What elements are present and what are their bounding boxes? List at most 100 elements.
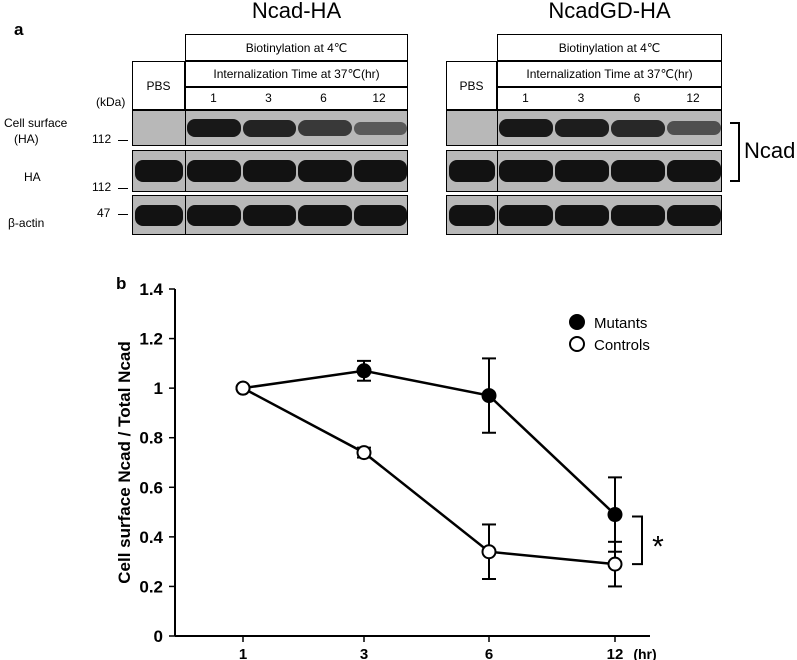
- blot2-actin-band-12: [667, 205, 721, 226]
- lane-divider: [497, 111, 498, 145]
- blot2-actin-band-3: [555, 205, 609, 226]
- blot1-actin-band-1: [187, 205, 241, 226]
- blot1-internalization-header: Internalization Time at 37℃(hr): [185, 61, 408, 87]
- blot2-ha-band-6: [611, 160, 665, 182]
- blot1-ha-band-1: [187, 160, 241, 182]
- marker-112-b: 112: [92, 180, 112, 194]
- blot1-times-row: 1 3 6 12: [185, 87, 408, 110]
- data-point-controls-3: [356, 445, 372, 461]
- blot1-cell-surface-band-6: [298, 120, 352, 136]
- blot1-pbs-label: PBS: [146, 79, 171, 93]
- panel-b-letter: b: [116, 274, 127, 293]
- blot2-time-6: 6: [633, 91, 641, 105]
- blot2-time-12: 12: [686, 91, 700, 105]
- ncad-bracket: [730, 122, 740, 182]
- y-tick-label-0: 0: [154, 627, 163, 646]
- blot2-time-3: 3: [577, 91, 585, 105]
- blot2-actin-strip: [446, 195, 722, 235]
- ncad-label: Ncad: [744, 138, 796, 163]
- blot1-cell-surface-strip: [132, 110, 408, 146]
- blot2-times-row: 1 3 6 12: [497, 87, 722, 110]
- blot1-cell-surface-band-3: [242, 120, 296, 137]
- blot1-time-3: 3: [265, 91, 272, 105]
- blot2-internalization-header: Internalization Time at 37℃(hr): [497, 61, 722, 87]
- lane-divider: [185, 111, 186, 145]
- blot1-time-1: 1: [210, 91, 217, 105]
- y-tick-label-1.2: 1.2: [139, 330, 163, 349]
- y-tick-label-0.4: 0.4: [139, 528, 163, 547]
- data-point-controls-1: [235, 380, 251, 396]
- x-tick-label-1: 1: [239, 646, 247, 660]
- blot2-ha-band-12: [667, 160, 721, 182]
- blot2-ha-band-3: [555, 160, 609, 182]
- lane-divider: [497, 151, 498, 191]
- blot1-ha-band-6: [298, 160, 352, 182]
- blot1-biotinylation-header: Biotinylation at 4℃: [185, 34, 408, 61]
- blot2-pbs-header: PBS: [446, 61, 497, 110]
- blot1-ha-strip: [132, 150, 408, 192]
- panel-a-letter: a: [14, 20, 24, 39]
- significance-star: *: [652, 530, 664, 563]
- blot2-cell-surface-band-12: [667, 121, 721, 135]
- blot1-time-6: 6: [320, 91, 327, 105]
- blot1-actin-band-6: [298, 205, 352, 226]
- y-tick-label-0.6: 0.6: [139, 478, 163, 497]
- legend-marker-mutants: [569, 314, 585, 330]
- significance-bracket: [632, 515, 643, 566]
- row-label-cell-surface: Cell surface (HA): [4, 115, 67, 147]
- lane-divider: [497, 196, 498, 234]
- marker-47-tick: [118, 214, 128, 215]
- x-tick-label-12: 12: [607, 646, 624, 660]
- blot2-cell-surface-band-1: [499, 119, 553, 137]
- lane-divider: [185, 196, 186, 234]
- blot2-ha-band-pbs: [449, 160, 495, 182]
- row-label-cell-surface-line1: Cell surface: [4, 116, 68, 130]
- legend-label-controls: Controls: [594, 337, 650, 354]
- blot2-cell-surface-band-3: [555, 119, 609, 137]
- blot-title-ncad-ha: Ncad-HA: [251, 0, 342, 23]
- x-unit-label: (hr): [633, 646, 656, 660]
- blot2-actin-band-1: [499, 205, 553, 226]
- blot1-cell-surface-band-1: [187, 119, 241, 137]
- blot1-ha-band-12: [353, 160, 407, 182]
- blot2-internalization-label: Internalization Time at 37℃(hr): [526, 67, 693, 81]
- marker-112-a-tick: [118, 140, 128, 141]
- y-tick-label-0.8: 0.8: [139, 429, 163, 448]
- row-label-ha: HA: [24, 170, 41, 184]
- data-point-controls-12: [607, 556, 623, 572]
- marker-47: 47: [97, 206, 111, 220]
- blot1-cell-surface-band-12: [353, 122, 407, 135]
- blot1-ha-band-3: [242, 160, 296, 182]
- data-point-controls-6: [481, 544, 497, 560]
- row-label-cell-surface-line2: (HA): [14, 132, 39, 146]
- blot1-actin-strip: [132, 195, 408, 235]
- legend-marker-controls: [569, 336, 585, 352]
- series-line-controls: [242, 387, 616, 566]
- row-label-actin: β-actin: [8, 216, 45, 230]
- data-point-mutants-6: [481, 388, 497, 404]
- x-tick-label-3: 3: [360, 646, 368, 660]
- series-line-mutants: [242, 369, 616, 516]
- blot2-pbs-label: PBS: [459, 79, 484, 93]
- blot2-actin-band-pbs: [449, 205, 495, 226]
- blot1-ha-band-pbs: [135, 160, 183, 182]
- x-tick-label-6: 6: [485, 646, 493, 660]
- y-tick-label-0.2: 0.2: [139, 577, 163, 596]
- legend-label-mutants: Mutants: [594, 315, 647, 332]
- marker-112-b-tick: [118, 188, 128, 189]
- y-axis-title: Cell surface Ncad / Total Ncad: [115, 341, 134, 583]
- lane-divider: [185, 151, 186, 191]
- blot2-actin-band-6: [611, 205, 665, 226]
- blot1-actin-band-12: [353, 205, 407, 226]
- y-tick-label-1: 1: [154, 379, 163, 398]
- data-point-mutants-3: [356, 363, 372, 379]
- marker-112-a: 112: [92, 132, 112, 146]
- blot1-pbs-header: PBS: [132, 61, 185, 110]
- blot1-biotinylation-label: Biotinylation at 4℃: [245, 41, 348, 55]
- blot1-time-12: 12: [372, 91, 386, 105]
- blot2-ha-strip: [446, 150, 722, 192]
- blot1-actin-band-3: [242, 205, 296, 226]
- blot1-internalization-label: Internalization Time at 37℃(hr): [213, 67, 380, 81]
- blot2-biotinylation-label: Biotinylation at 4℃: [558, 41, 661, 55]
